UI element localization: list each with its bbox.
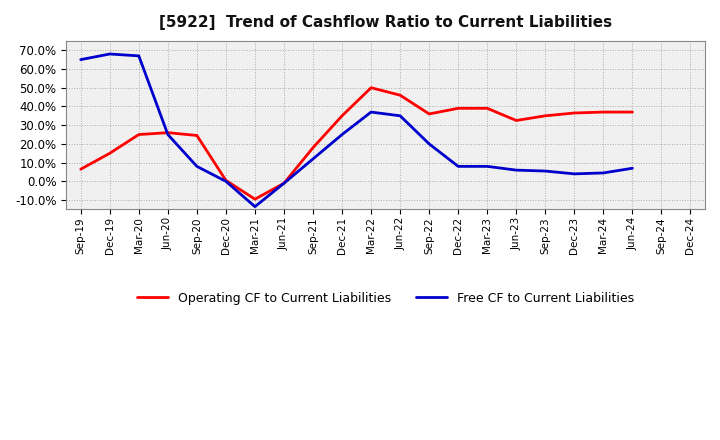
Line: Free CF to Current Liabilities: Free CF to Current Liabilities: [81, 54, 632, 207]
Free CF to Current Liabilities: [366, 110, 375, 115]
Operating CF to Current Liabilities: [279, 180, 288, 186]
Operating CF to Current Liabilities: [541, 113, 549, 118]
Operating CF to Current Liabilities: [338, 113, 346, 118]
Free CF to Current Liabilities: [454, 164, 462, 169]
Operating CF to Current Liabilities: [512, 118, 521, 123]
Free CF to Current Liabilities: [309, 156, 318, 161]
Title: [5922]  Trend of Cashflow Ratio to Current Liabilities: [5922] Trend of Cashflow Ratio to Curren…: [159, 15, 612, 30]
Free CF to Current Liabilities: [163, 132, 172, 137]
Free CF to Current Liabilities: [483, 164, 492, 169]
Operating CF to Current Liabilities: [396, 92, 405, 98]
Operating CF to Current Liabilities: [628, 110, 636, 115]
Operating CF to Current Liabilities: [105, 150, 114, 156]
Operating CF to Current Liabilities: [366, 85, 375, 90]
Free CF to Current Liabilities: [628, 165, 636, 171]
Free CF to Current Liabilities: [512, 168, 521, 173]
Operating CF to Current Liabilities: [454, 106, 462, 111]
Operating CF to Current Liabilities: [222, 178, 230, 183]
Free CF to Current Liabilities: [105, 51, 114, 57]
Free CF to Current Liabilities: [425, 141, 433, 147]
Operating CF to Current Liabilities: [163, 130, 172, 136]
Free CF to Current Liabilities: [570, 171, 579, 176]
Operating CF to Current Liabilities: [425, 111, 433, 117]
Free CF to Current Liabilities: [279, 180, 288, 186]
Free CF to Current Liabilities: [338, 132, 346, 137]
Operating CF to Current Liabilities: [309, 145, 318, 150]
Operating CF to Current Liabilities: [483, 106, 492, 111]
Operating CF to Current Liabilities: [192, 133, 201, 138]
Operating CF to Current Liabilities: [135, 132, 143, 137]
Operating CF to Current Liabilities: [251, 197, 259, 202]
Free CF to Current Liabilities: [599, 170, 608, 176]
Free CF to Current Liabilities: [192, 164, 201, 169]
Free CF to Current Liabilities: [135, 53, 143, 59]
Legend: Operating CF to Current Liabilities, Free CF to Current Liabilities: Operating CF to Current Liabilities, Fre…: [132, 286, 639, 309]
Operating CF to Current Liabilities: [76, 167, 85, 172]
Free CF to Current Liabilities: [541, 169, 549, 174]
Free CF to Current Liabilities: [222, 179, 230, 184]
Free CF to Current Liabilities: [251, 204, 259, 209]
Operating CF to Current Liabilities: [599, 110, 608, 115]
Operating CF to Current Liabilities: [570, 110, 579, 116]
Free CF to Current Liabilities: [396, 113, 405, 118]
Free CF to Current Liabilities: [76, 57, 85, 62]
Line: Operating CF to Current Liabilities: Operating CF to Current Liabilities: [81, 88, 632, 199]
